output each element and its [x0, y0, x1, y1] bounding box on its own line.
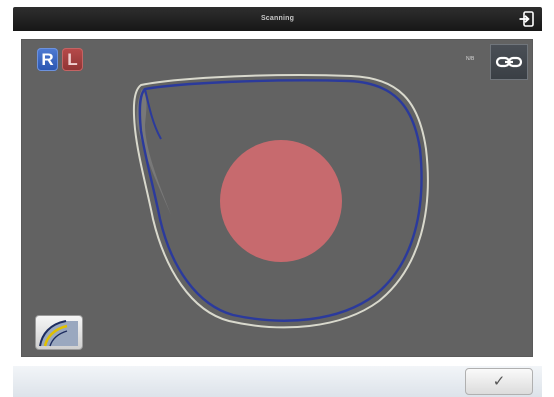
title-bar: Scanning	[13, 7, 542, 31]
lens-shape-view	[132, 74, 429, 329]
right-eye-button[interactable]: R	[37, 48, 58, 71]
exit-button[interactable]	[518, 10, 536, 28]
nasal-bevel-region	[136, 89, 171, 215]
pair-mode-label: N/B	[466, 56, 475, 62]
window-title: Scanning	[260, 15, 295, 22]
optical-centre-marker	[220, 140, 342, 262]
chain-link-icon	[495, 56, 523, 68]
link-lenses-button[interactable]	[490, 44, 528, 80]
confirm-button[interactable]: ✓	[465, 368, 533, 395]
scan-trace-inner	[144, 88, 162, 140]
exit-icon	[519, 11, 534, 27]
bevel-profile-icon	[39, 320, 78, 347]
scan-trace	[138, 79, 423, 322]
left-eye-button[interactable]: L	[62, 48, 83, 71]
footer-bar: ✓	[13, 366, 542, 397]
frame-shape-outline	[132, 74, 429, 329]
bevel-tool-button[interactable]	[35, 315, 83, 350]
